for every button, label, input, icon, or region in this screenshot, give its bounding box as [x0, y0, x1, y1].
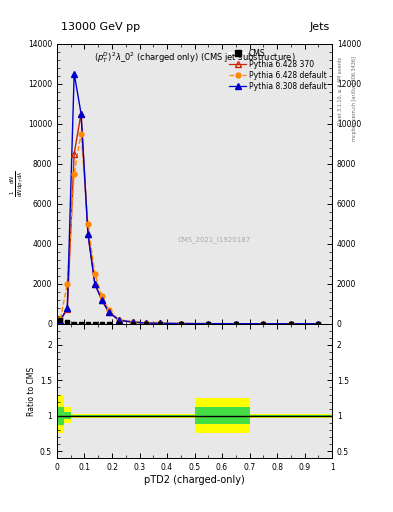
Text: Jets: Jets — [310, 22, 330, 32]
Text: $(p_T^D)^2\lambda\_0^2$ (charged only) (CMS jet substructure): $(p_T^D)^2\lambda\_0^2$ (charged only) (… — [94, 51, 296, 66]
Y-axis label: $\frac{1}{\mathrm{d}N}\frac{\mathrm{d}N}{\mathrm{d}p_T\,\mathrm{d}\lambda}$: $\frac{1}{\mathrm{d}N}\frac{\mathrm{d}N}… — [8, 170, 25, 197]
Legend: CMS, Pythia 6.428 370, Pythia 6.428 default, Pythia 8.308 default: CMS, Pythia 6.428 370, Pythia 6.428 defa… — [228, 47, 328, 92]
Text: Rivet 3.1.10, ≥ 3.4M events: Rivet 3.1.10, ≥ 3.4M events — [338, 56, 343, 124]
X-axis label: pTD2 (charged-only): pTD2 (charged-only) — [144, 475, 245, 485]
Text: CMS_2021_I1920187: CMS_2021_I1920187 — [177, 237, 250, 243]
Y-axis label: Ratio to CMS: Ratio to CMS — [27, 367, 36, 416]
Text: 13000 GeV pp: 13000 GeV pp — [61, 22, 140, 32]
Text: mcplots.cern.ch [arXiv:1306.3436]: mcplots.cern.ch [arXiv:1306.3436] — [352, 56, 357, 141]
